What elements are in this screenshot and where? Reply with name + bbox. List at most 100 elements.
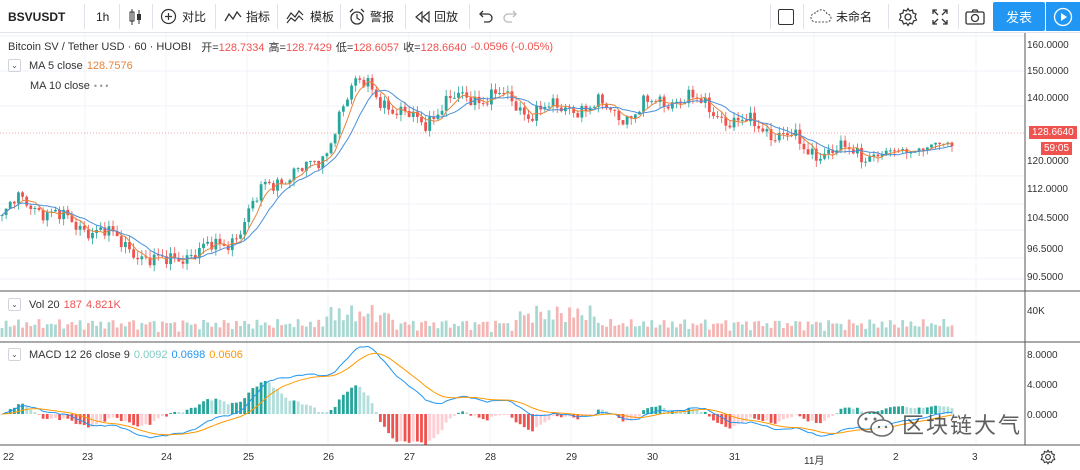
volume-bar: [498, 323, 502, 337]
macd-histogram-bar: [888, 407, 892, 414]
candle: [420, 116, 423, 123]
symbol-search[interactable]: BSVUSDT: [8, 0, 78, 33]
ma10-legend[interactable]: MA 10 close • • •: [30, 80, 108, 92]
candle: [909, 152, 913, 154]
candle: [469, 97, 473, 106]
candle: [181, 261, 185, 264]
price-chart[interactable]: [0, 33, 1080, 470]
candle: [235, 238, 238, 240]
candle: [415, 111, 419, 117]
volume-bar: [633, 326, 637, 337]
volume-bar: [814, 321, 818, 337]
candle: [773, 140, 777, 142]
volume-bar: [45, 324, 49, 337]
templates-button[interactable]: 模板: [286, 0, 334, 33]
candle: [156, 254, 160, 256]
volume-bar: [12, 325, 16, 337]
volume-legend[interactable]: ⌄ Vol 20 187 4.821K: [8, 298, 121, 311]
macd-histogram-bar: [255, 386, 259, 414]
volume-bar: [235, 321, 238, 337]
macd-histogram-bar: [699, 411, 703, 414]
indicators-button[interactable]: 指标: [224, 0, 270, 33]
macd-histogram-bar: [473, 414, 477, 416]
fullscreen-button[interactable]: [932, 0, 948, 33]
volume-bar: [576, 308, 580, 337]
macd-axis-label: 8.0000: [1027, 350, 1058, 361]
candle: [440, 110, 444, 115]
volume-bar: [140, 322, 144, 337]
macd-histogram-bar: [62, 414, 66, 419]
candle: [827, 149, 831, 154]
macd-histogram-bar: [823, 414, 826, 421]
volume-bar: [539, 311, 543, 337]
macd-signal-value: 0.0606: [209, 348, 243, 361]
macd-histogram-bar: [925, 407, 929, 414]
candle: [707, 97, 711, 113]
layout-save-button[interactable]: 未命名: [810, 0, 872, 33]
macd-histogram-bar: [432, 414, 436, 439]
time-axis-label: 31: [729, 452, 741, 463]
macd-legend[interactable]: ⌄ MACD 12 26 close 9 0.0092 0.0698 0.060…: [8, 348, 243, 361]
volume-bar: [198, 329, 201, 337]
axis-settings-button[interactable]: [1040, 449, 1056, 468]
countdown-tag: 59:05: [1041, 142, 1073, 155]
volume-bar: [522, 315, 526, 337]
macd-histogram-bar: [724, 414, 728, 427]
interval-button[interactable]: 1h: [96, 0, 109, 33]
more-dots-icon[interactable]: • • •: [93, 81, 109, 91]
ma5-legend[interactable]: ⌄ MA 5 close 128.7576: [8, 59, 133, 72]
macd-histogram-bar: [54, 414, 57, 418]
macd-histogram-bar: [284, 397, 288, 414]
undo-button[interactable]: [477, 0, 493, 33]
open-value: 128.7334: [218, 42, 265, 54]
candle: [230, 238, 234, 251]
redo-button[interactable]: [503, 0, 519, 33]
collapse-chevron-icon[interactable]: ⌄: [8, 348, 21, 361]
volume-bar: [420, 322, 423, 337]
macd-histogram-bar: [136, 414, 140, 427]
alert-button[interactable]: 警报: [348, 0, 394, 33]
volume-bar: [387, 313, 390, 337]
macd-histogram-bar: [321, 412, 325, 414]
replay-button[interactable]: 回放: [414, 0, 458, 33]
candle: [609, 107, 613, 110]
volume-bar: [543, 319, 547, 337]
volume-bar: [276, 319, 279, 337]
play-button[interactable]: [1046, 2, 1080, 31]
macd-histogram-bar: [222, 401, 226, 414]
macd-histogram-bar: [728, 414, 732, 429]
volume-bar: [415, 330, 419, 337]
volume-bar: [650, 320, 654, 337]
macd-histogram-bar: [856, 407, 859, 414]
macd-histogram-bar: [177, 411, 181, 414]
macd-histogram-bar: [86, 414, 90, 428]
macd-histogram-bar: [436, 414, 440, 435]
macd-histogram-bar: [749, 414, 752, 418]
macd-histogram-bar: [732, 414, 736, 426]
macd-histogram-bar: [790, 414, 794, 418]
macd-histogram-bar: [296, 401, 300, 414]
macd-histogram-bar: [0, 414, 4, 415]
volume-bar: [70, 322, 74, 337]
candle: [880, 154, 884, 157]
collapse-chevron-icon[interactable]: ⌄: [8, 59, 21, 72]
compare-button[interactable]: 对比: [160, 0, 206, 33]
volume-bar: [469, 329, 473, 337]
volume-bar: [864, 328, 868, 337]
chart-style-button[interactable]: [128, 0, 144, 33]
price-axis-label: 112.0000: [1027, 184, 1068, 195]
snapshot-button[interactable]: [965, 0, 985, 33]
candle: [629, 116, 633, 119]
ma10-label: MA 10 close: [30, 80, 90, 92]
volume-bar: [818, 322, 822, 337]
candle: [921, 148, 925, 151]
publish-button[interactable]: 发表: [993, 2, 1045, 31]
volume-bar: [66, 324, 70, 337]
macd-histogram-bar: [25, 406, 29, 414]
fullscreen-layout-toggle[interactable]: [778, 0, 794, 33]
settings-button[interactable]: [898, 0, 918, 33]
collapse-chevron-icon[interactable]: ⌄: [8, 298, 21, 311]
wechat-icon: [857, 411, 894, 437]
macd-histogram-bar: [786, 414, 789, 419]
macd-histogram-bar: [683, 411, 687, 414]
